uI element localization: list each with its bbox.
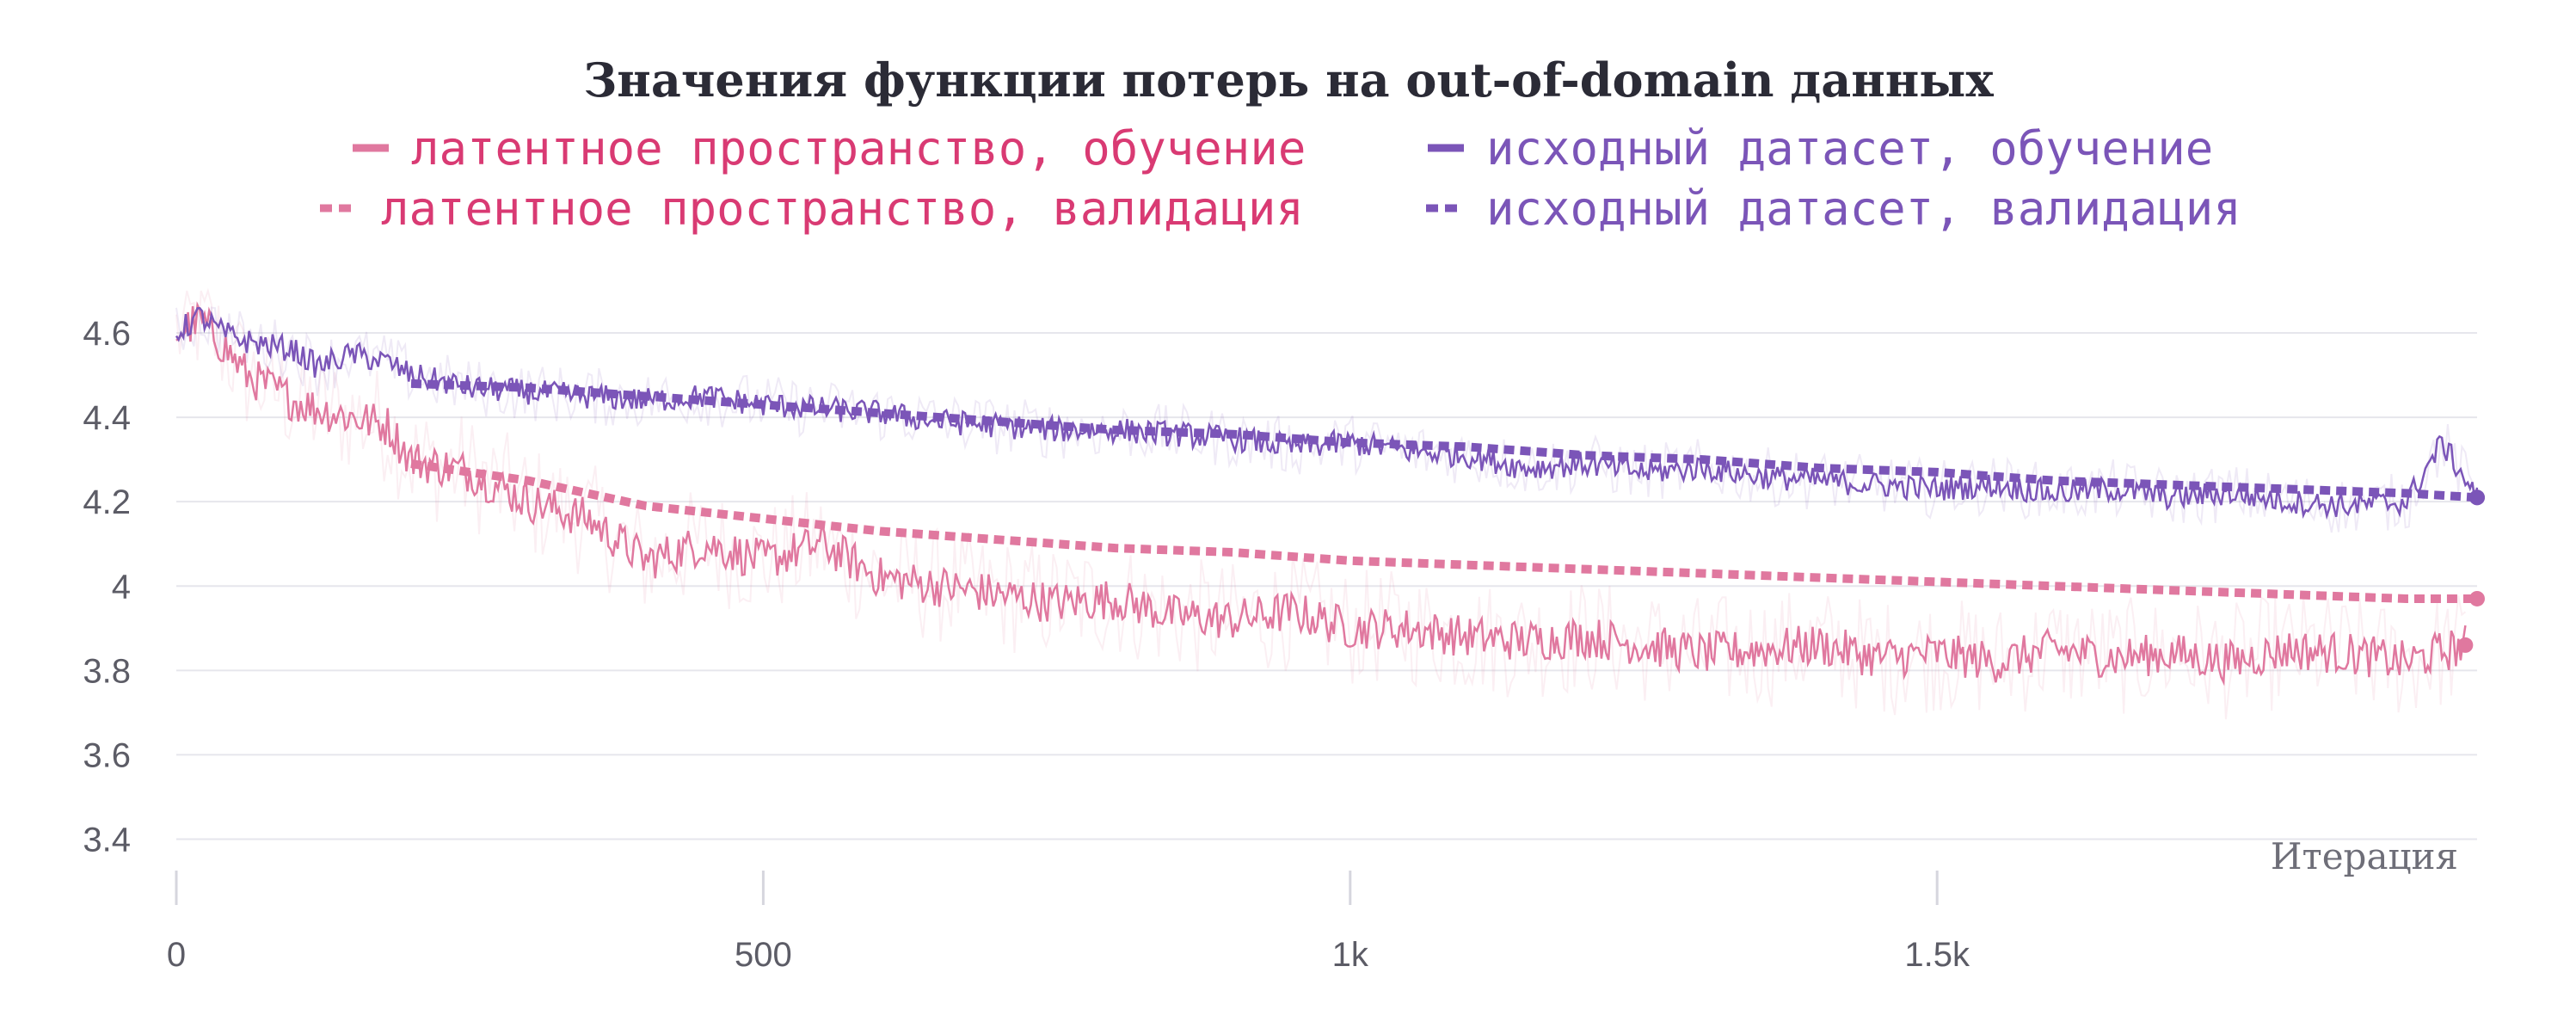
y-tick-label: 4.4 [83, 399, 131, 437]
x-tick-label: 1.5k [1904, 936, 1970, 974]
legend: латентное пространство, обучение исходны… [320, 121, 2241, 236]
legend-label-latent-val: латентное пространство, валидация [381, 182, 1304, 236]
legend-item-source-val[interactable]: исходный датасет, валидация [1426, 182, 2241, 236]
y-tick-label: 3.4 [83, 821, 131, 859]
x-tick-label: 1k [1332, 936, 1369, 974]
x-tick-label: 0 [167, 936, 186, 974]
y-tick-label: 4.2 [83, 483, 131, 521]
series-end-marker-0 [2457, 637, 2474, 653]
x-axis-label: Итерация [2271, 835, 2458, 877]
series-dashed-line-3[interactable] [410, 379, 2478, 502]
legend-label-source-train: исходный датасет, обучение [1486, 121, 2213, 175]
series-end-marker-1 [2469, 590, 2485, 606]
series [175, 301, 2485, 686]
legend-item-source-train[interactable]: исходный датасет, обучение [1428, 121, 2213, 175]
y-tick-label: 3.8 [83, 652, 131, 690]
series-line-0[interactable] [175, 301, 2467, 686]
y-tick-label: 4 [112, 568, 131, 606]
legend-label-latent-train: латентное пространство, обучение [411, 121, 1306, 175]
chart-title: Значения функции потерь на out-of-domain… [583, 52, 1994, 108]
axes: 3.4 3.6 3.8 4 4.2 4.4 4.6 0 500 1k 1.5k [83, 315, 1970, 974]
grid [176, 332, 2477, 840]
legend-label-source-val: исходный датасет, валидация [1486, 182, 2241, 236]
x-tick-label: 500 [735, 936, 792, 974]
series-end-marker-3 [2469, 489, 2485, 506]
legend-item-latent-val[interactable]: латентное пространство, валидация [320, 182, 1304, 236]
y-tick-label: 3.6 [83, 736, 131, 774]
series-dashed-line-1[interactable] [410, 459, 2477, 603]
legend-item-latent-train[interactable]: латентное пространство, обучение [353, 121, 1306, 175]
y-tick-label: 4.6 [83, 315, 131, 353]
